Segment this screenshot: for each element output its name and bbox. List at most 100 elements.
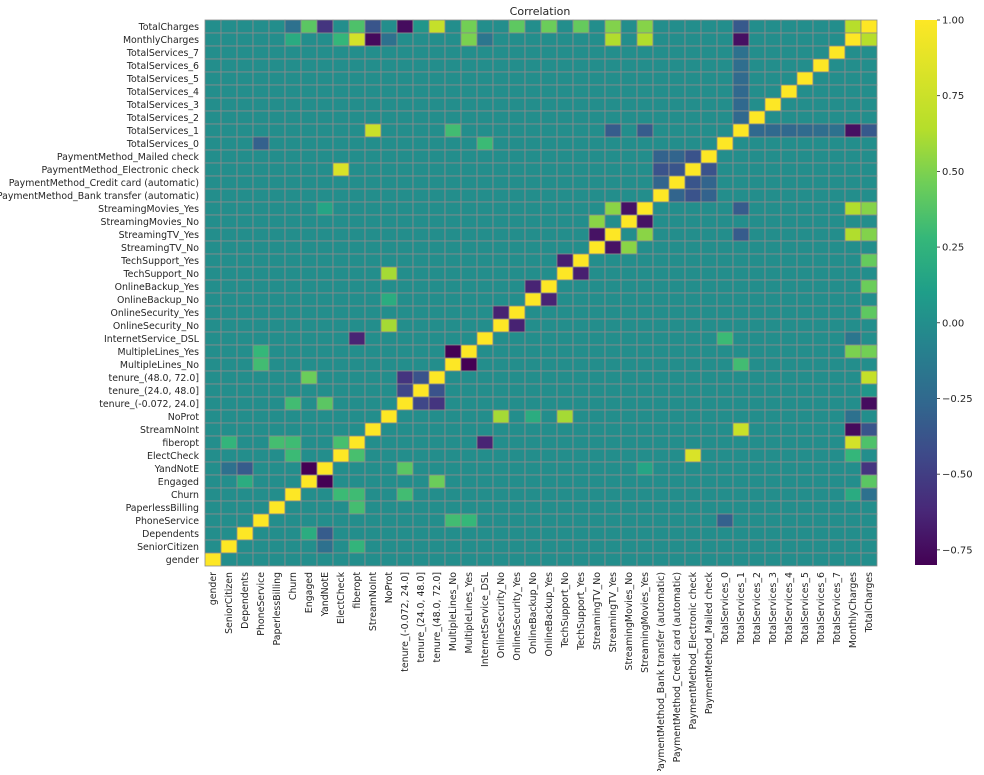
heatmap-cell: [620, 45, 638, 60]
heatmap-cell: [316, 305, 334, 320]
heatmap-cell: [812, 19, 830, 34]
heatmap-cell: [716, 84, 734, 99]
heatmap-cell: [604, 448, 622, 463]
heatmap-cell: [828, 474, 846, 489]
heatmap-cell: [332, 318, 350, 333]
heatmap-cell: [316, 344, 334, 359]
heatmap-cell: [540, 370, 558, 385]
heatmap-cell: [252, 292, 270, 307]
heatmap-cell: [540, 175, 558, 190]
heatmap-cell: [380, 422, 398, 437]
heatmap-cell: [780, 84, 798, 99]
x-tick-label: PaymentMethod_Electronic check: [688, 571, 699, 729]
heatmap-cell: [636, 292, 654, 307]
heatmap-cell: [220, 474, 238, 489]
heatmap-cell: [604, 32, 622, 47]
heatmap-cell: [652, 487, 670, 502]
heatmap-cell: [844, 279, 862, 294]
heatmap-cell: [444, 383, 462, 398]
heatmap-cell: [732, 45, 750, 60]
heatmap-cell: [684, 201, 702, 216]
heatmap-cell: [492, 188, 510, 203]
heatmap-cell: [380, 409, 398, 424]
x-tick-label: Dependents: [240, 572, 251, 629]
heatmap-cell: [620, 396, 638, 411]
heatmap-cell: [652, 45, 670, 60]
heatmap-cell: [300, 253, 318, 268]
heatmap-cell: [412, 370, 430, 385]
heatmap-cell: [236, 227, 254, 242]
heatmap-cell: [396, 19, 414, 34]
heatmap-cell: [764, 526, 782, 541]
heatmap-cell: [572, 279, 590, 294]
heatmap-cell: [476, 71, 494, 86]
x-tick-label: tenure_(48.0, 72.0]: [432, 572, 443, 662]
heatmap-cell: [428, 240, 446, 255]
heatmap-cell: [764, 552, 782, 567]
heatmap-cell: [540, 136, 558, 151]
heatmap-cell: [236, 318, 254, 333]
heatmap-cell: [604, 487, 622, 502]
heatmap-cell: [844, 513, 862, 528]
heatmap-cell: [748, 123, 766, 138]
heatmap-cell: [364, 162, 382, 177]
heatmap-cell: [604, 357, 622, 372]
heatmap-cell: [588, 461, 606, 476]
heatmap-cell: [604, 162, 622, 177]
heatmap-cell: [204, 266, 222, 281]
heatmap-cell: [716, 383, 734, 398]
heatmap-cell: [268, 396, 286, 411]
heatmap-cell: [668, 45, 686, 60]
heatmap-cell: [268, 344, 286, 359]
heatmap-cell: [588, 136, 606, 151]
heatmap-cell: [492, 539, 510, 554]
heatmap-cell: [764, 162, 782, 177]
heatmap-cell: [252, 97, 270, 112]
heatmap-cell: [300, 84, 318, 99]
heatmap-cell: [828, 149, 846, 164]
heatmap-cell: [380, 474, 398, 489]
heatmap-cell: [844, 487, 862, 502]
heatmap-cell: [508, 344, 526, 359]
heatmap-cell: [652, 435, 670, 450]
heatmap-cell: [220, 19, 238, 34]
heatmap-cell: [396, 162, 414, 177]
x-tick-label: TechSupport_No: [560, 572, 571, 649]
heatmap-cell: [220, 422, 238, 437]
heatmap-cell: [316, 279, 334, 294]
heatmap-cell: [508, 448, 526, 463]
heatmap-cell: [828, 266, 846, 281]
heatmap-cell: [796, 344, 814, 359]
heatmap-cell: [764, 500, 782, 515]
heatmap-cell: [748, 357, 766, 372]
heatmap-cell: [268, 19, 286, 34]
heatmap-cell: [684, 32, 702, 47]
heatmap-cell: [428, 344, 446, 359]
heatmap-cell: [732, 357, 750, 372]
heatmap-cell: [652, 19, 670, 34]
heatmap-cell: [332, 383, 350, 398]
heatmap-cell: [860, 149, 878, 164]
heatmap-cell: [316, 318, 334, 333]
heatmap-cell: [652, 201, 670, 216]
y-tick-label: InternetService_DSL: [104, 334, 200, 345]
heatmap-cell: [636, 45, 654, 60]
heatmap-cell: [380, 526, 398, 541]
y-tick-label: YandNotE: [154, 464, 199, 475]
heatmap-cell: [492, 487, 510, 502]
heatmap-cell: [588, 526, 606, 541]
heatmap-cell: [700, 422, 718, 437]
heatmap-cell: [204, 58, 222, 73]
heatmap-cell: [748, 539, 766, 554]
heatmap-cell: [428, 214, 446, 229]
heatmap-cell: [236, 461, 254, 476]
heatmap-cell: [588, 279, 606, 294]
heatmap-cell: [220, 461, 238, 476]
heatmap-cell: [780, 149, 798, 164]
heatmap-cell: [732, 253, 750, 268]
heatmap-cell: [524, 45, 542, 60]
heatmap-cell: [588, 240, 606, 255]
heatmap-cell: [300, 487, 318, 502]
heatmap-cell: [556, 357, 574, 372]
heatmap-cell: [300, 136, 318, 151]
